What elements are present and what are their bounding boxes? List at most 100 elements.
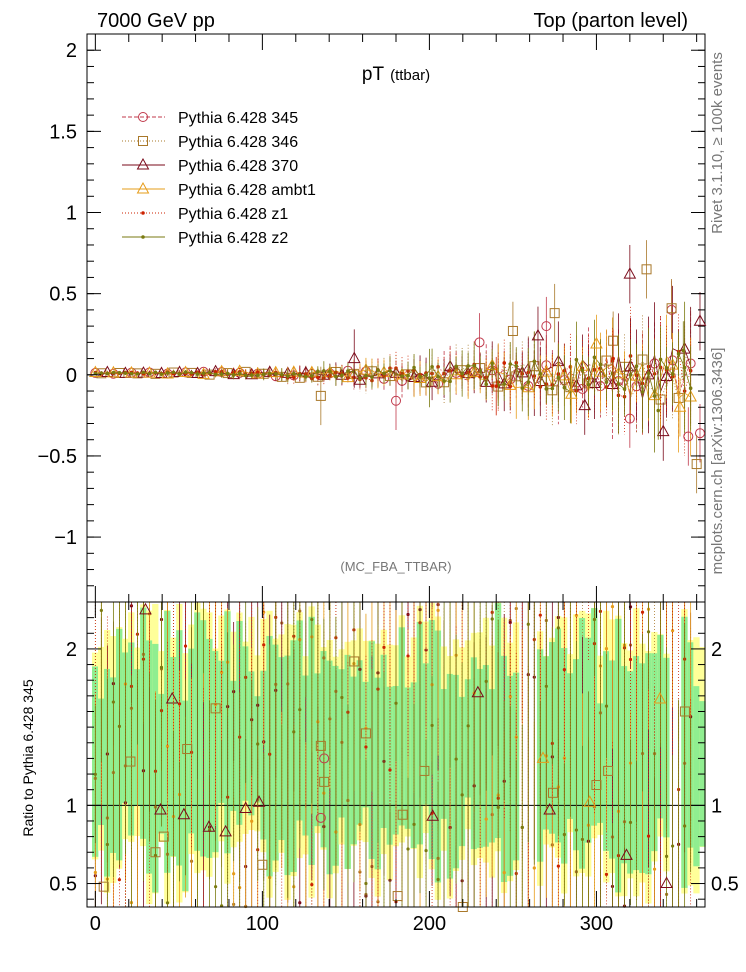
data-point bbox=[269, 365, 283, 378]
ratio-point bbox=[159, 665, 164, 669]
data-point bbox=[143, 366, 156, 378]
ratio-y-tick-label-right: 1 bbox=[711, 795, 722, 817]
ratio-panel-axes: 0.5 0.5 1 1 2 2 0 100 200 300 bbox=[49, 602, 739, 935]
ratio-point bbox=[232, 872, 236, 876]
data-point bbox=[249, 373, 254, 377]
ratio-point bbox=[604, 872, 609, 877]
ratio-y-tick-label: 2 bbox=[66, 639, 77, 661]
ratio-point bbox=[562, 668, 566, 672]
ratio-y-tick-label: 1 bbox=[66, 795, 77, 817]
y-tick-label: 1 bbox=[66, 203, 77, 225]
data-point bbox=[129, 371, 134, 376]
ratio-marker bbox=[125, 756, 136, 767]
highlighted-points bbox=[315, 240, 707, 494]
data-point bbox=[364, 373, 368, 378]
data-point bbox=[658, 357, 663, 362]
mcplots-label: mcplots.cern.ch [arXiv:1306.3436] bbox=[709, 348, 726, 575]
data-point bbox=[562, 385, 567, 390]
ratio-point bbox=[580, 837, 585, 842]
ratio-point bbox=[262, 643, 266, 647]
ratio-marker bbox=[392, 891, 403, 902]
data-point bbox=[623, 267, 637, 279]
ratio-marker bbox=[315, 812, 326, 823]
data-point bbox=[592, 355, 597, 360]
ratio-point bbox=[490, 617, 494, 621]
data-point bbox=[111, 370, 116, 375]
data-point bbox=[693, 314, 707, 326]
data-point bbox=[656, 408, 661, 413]
main-panel-data bbox=[87, 240, 707, 494]
ratio-point bbox=[538, 613, 542, 617]
data-point bbox=[117, 370, 122, 375]
data-point bbox=[646, 371, 651, 375]
data-point bbox=[622, 387, 627, 391]
data-point bbox=[541, 321, 552, 332]
ratio-marker bbox=[583, 795, 597, 807]
data-point bbox=[484, 382, 488, 387]
ratio-point bbox=[604, 704, 609, 708]
data-point bbox=[406, 373, 410, 378]
data-point bbox=[538, 371, 543, 376]
ratio-point bbox=[436, 608, 440, 613]
data-point bbox=[624, 413, 635, 424]
data-point bbox=[340, 373, 344, 378]
ratio-point bbox=[364, 745, 368, 749]
data-point bbox=[641, 264, 652, 275]
data-point bbox=[694, 428, 705, 439]
data-point bbox=[652, 394, 657, 398]
data-point bbox=[201, 371, 206, 376]
ratio-point bbox=[364, 881, 368, 886]
data-point bbox=[682, 365, 687, 370]
plot-title-main: pT bbox=[362, 64, 385, 85]
data-point bbox=[279, 372, 284, 377]
y-tick-label: 0.5 bbox=[49, 284, 77, 306]
data-point bbox=[586, 382, 591, 387]
ratio-point bbox=[177, 702, 182, 706]
ratio-point bbox=[394, 701, 398, 705]
ratio-point bbox=[574, 828, 578, 832]
ratio-point bbox=[652, 867, 657, 871]
ratio-point bbox=[430, 723, 434, 728]
data-point bbox=[544, 387, 549, 391]
ratio-marker bbox=[653, 691, 667, 704]
y-tick-label: 1.5 bbox=[49, 121, 77, 143]
data-point bbox=[531, 328, 545, 341]
ratio-marker bbox=[98, 881, 109, 892]
ratio-point bbox=[484, 817, 488, 821]
x-tick-label: 100 bbox=[246, 913, 279, 935]
data-point bbox=[508, 384, 513, 389]
data-point bbox=[89, 365, 102, 378]
data-point bbox=[664, 366, 669, 370]
data-point bbox=[304, 374, 308, 379]
ratio-point bbox=[604, 646, 609, 651]
data-point bbox=[273, 372, 278, 376]
ratio-marker bbox=[543, 802, 557, 815]
plot-title: pT (ttbar) bbox=[362, 64, 430, 85]
data-point bbox=[382, 371, 386, 376]
ratio-point bbox=[214, 885, 218, 889]
data-point bbox=[549, 308, 560, 319]
legend-marker bbox=[141, 211, 145, 215]
data-point bbox=[503, 378, 517, 390]
ratio-point bbox=[262, 610, 266, 614]
ratio-marker bbox=[591, 780, 602, 790]
y-tick-label: 2 bbox=[66, 40, 77, 62]
ratio-y-label: Ratio to Pythia 6.428 345 bbox=[20, 679, 36, 836]
data-point bbox=[565, 387, 578, 399]
data-point bbox=[494, 384, 499, 388]
ratio-point bbox=[646, 630, 651, 634]
data-point bbox=[261, 372, 266, 377]
data-point bbox=[670, 372, 675, 376]
ratio-point bbox=[165, 901, 170, 905]
ratio-marker bbox=[319, 776, 330, 787]
data-point bbox=[691, 459, 702, 470]
data-point bbox=[101, 365, 114, 377]
ratio-marker bbox=[165, 691, 179, 704]
legend: Pythia 6.428 345 Pythia 6.428 346 Pythia 6… bbox=[122, 110, 316, 247]
ratio-point bbox=[592, 617, 597, 622]
data-point bbox=[147, 371, 152, 376]
ratio-point bbox=[310, 617, 314, 622]
ratio-point bbox=[520, 825, 524, 829]
legend-marker bbox=[136, 181, 150, 194]
